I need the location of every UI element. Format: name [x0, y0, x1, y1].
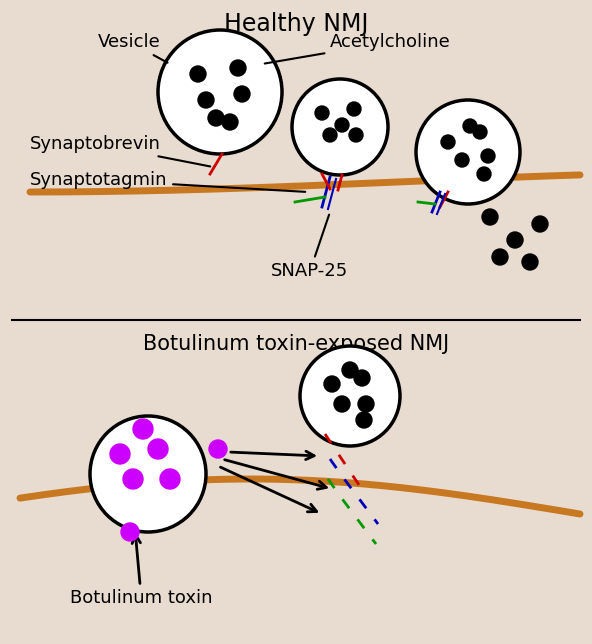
- Circle shape: [292, 79, 388, 175]
- Circle shape: [315, 106, 329, 120]
- Circle shape: [324, 376, 340, 392]
- Circle shape: [133, 419, 153, 439]
- Circle shape: [208, 110, 224, 126]
- Text: Healthy NMJ: Healthy NMJ: [224, 12, 368, 36]
- Circle shape: [121, 523, 139, 541]
- Circle shape: [441, 135, 455, 149]
- Circle shape: [473, 125, 487, 139]
- Circle shape: [222, 114, 238, 130]
- Circle shape: [323, 128, 337, 142]
- Circle shape: [300, 346, 400, 446]
- Circle shape: [158, 30, 282, 154]
- Circle shape: [455, 153, 469, 167]
- Circle shape: [354, 370, 370, 386]
- Circle shape: [334, 396, 350, 412]
- Circle shape: [190, 66, 206, 82]
- Circle shape: [198, 92, 214, 108]
- Text: Botulinum toxin: Botulinum toxin: [70, 535, 213, 607]
- Circle shape: [230, 60, 246, 76]
- Circle shape: [492, 249, 508, 265]
- Circle shape: [342, 362, 358, 378]
- Circle shape: [477, 167, 491, 181]
- Circle shape: [416, 100, 520, 204]
- Circle shape: [335, 118, 349, 132]
- Circle shape: [90, 416, 206, 532]
- Circle shape: [522, 254, 538, 270]
- Text: Botulinum toxin-exposed NMJ: Botulinum toxin-exposed NMJ: [143, 334, 449, 354]
- Circle shape: [532, 216, 548, 232]
- Circle shape: [234, 86, 250, 102]
- Circle shape: [481, 149, 495, 163]
- Text: SNAP-25: SNAP-25: [271, 214, 349, 280]
- Text: Synaptobrevin: Synaptobrevin: [30, 135, 210, 166]
- Circle shape: [349, 128, 363, 142]
- Circle shape: [463, 119, 477, 133]
- Text: Synaptotagmin: Synaptotagmin: [30, 171, 305, 192]
- Circle shape: [160, 469, 180, 489]
- Circle shape: [507, 232, 523, 248]
- Circle shape: [110, 444, 130, 464]
- Circle shape: [209, 440, 227, 458]
- Circle shape: [358, 396, 374, 412]
- Circle shape: [356, 412, 372, 428]
- Text: Vesicle: Vesicle: [98, 33, 168, 62]
- Circle shape: [123, 469, 143, 489]
- Circle shape: [148, 439, 168, 459]
- Circle shape: [482, 209, 498, 225]
- Text: Acetylcholine: Acetylcholine: [265, 33, 451, 64]
- Circle shape: [347, 102, 361, 116]
